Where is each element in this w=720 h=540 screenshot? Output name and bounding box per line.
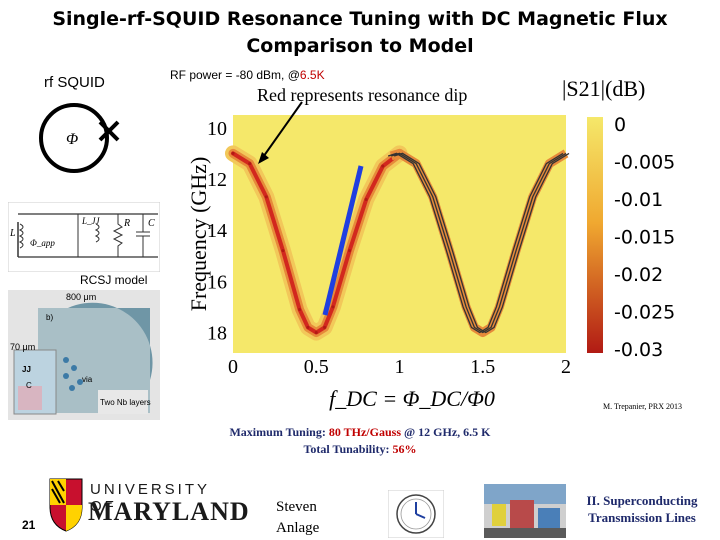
- umd-logo: UNIVERSITY OF MARYLAND: [48, 475, 249, 535]
- university-of: UNIVERSITY OF: [90, 481, 210, 515]
- y-axis-label: Frequency (GHz): [186, 157, 211, 312]
- model-line-1: [387, 152, 564, 334]
- x-tick-label: 0.5: [304, 356, 329, 378]
- data-series-group: [225, 145, 570, 341]
- total-tunability-prefix: Total Tunability:: [303, 442, 393, 456]
- circuit-label-c: C: [148, 218, 155, 229]
- section-line1: II. Superconducting: [586, 493, 698, 508]
- colorbar-tick-label: -0.015: [614, 227, 675, 249]
- colorbar-tick-group: 0 -0.005 -0.01 -0.015 -0.02 -0.025 -0.03: [614, 114, 675, 361]
- colorbar-tick-label: -0.005: [614, 152, 675, 174]
- layout-label-via: via: [82, 375, 93, 384]
- university-name: MARYLAND: [88, 497, 250, 526]
- summary-block: Maximum Tuning: 80 THz/Gauss @ 12 GHz, 6…: [0, 424, 720, 458]
- colorbar-title: |S21|(dB): [562, 76, 645, 101]
- page-number: 21: [22, 518, 36, 532]
- clock-logo-icon: [388, 490, 444, 538]
- circuit-label-l: L: [9, 228, 16, 239]
- slide-title-line2: Comparison to Model: [246, 35, 474, 57]
- chart-svg: 18 16 14 12 10 0 0.5 1 1.5 2 Frequency (GHz) f_DC…: [186, 76, 682, 411]
- author-block: Steven Anlage: [276, 497, 319, 539]
- y-tick-label: 10: [207, 118, 227, 140]
- resonance-dip-point: [381, 164, 385, 168]
- phi-symbol: Φ: [66, 131, 78, 148]
- colorbar: [587, 117, 603, 353]
- resonance-dip-point: [231, 151, 235, 155]
- resonance-dip-point: [264, 195, 268, 199]
- author-first: Steven: [276, 499, 317, 515]
- rf-squid-label: rf SQUID: [44, 74, 105, 91]
- x-tick-label: 1.5: [470, 356, 495, 378]
- model-line-3: [393, 152, 570, 334]
- umd-shield-icon: [49, 478, 83, 532]
- resonance-dip-point: [314, 331, 318, 335]
- junction-cross-b: [98, 120, 120, 142]
- total-tunability-value: 56%: [392, 442, 417, 456]
- resonance-dip-point: [281, 249, 285, 253]
- colorbar-tick-label: -0.02: [614, 264, 663, 286]
- colorbar-tick-label: 0: [614, 114, 626, 136]
- x-tick-label: 0: [228, 356, 238, 378]
- y-tick-label: 18: [207, 323, 227, 345]
- citation: M. Trepanier, PRX 2013: [603, 402, 682, 411]
- author-last: Anlage: [276, 520, 320, 536]
- blue-tuning-line: [322, 165, 364, 316]
- circuit-label-ljj: L_JJ: [81, 216, 101, 226]
- model-line-2: [390, 152, 567, 334]
- resonance-dip-point: [348, 249, 352, 253]
- resonance-dip-point: [323, 325, 327, 329]
- resonance-dip-point: [306, 325, 310, 329]
- resonance-dip-point: [364, 197, 368, 201]
- layout-dim-800: 800 μm: [66, 292, 96, 302]
- resonance-dip-point: [331, 305, 335, 309]
- rcsj-circuit-diagram: L L_JJ R C Φ_app: [8, 202, 160, 272]
- max-tuning-prefix: Maximum Tuning:: [229, 425, 329, 439]
- rf-power-label: RF power = -80 dBm, @6.5K: [170, 68, 325, 82]
- slide-title: Single-rf-SQUID Resonance Tuning with DC…: [0, 6, 720, 60]
- max-tuning-line: Maximum Tuning: 80 THz/Gauss @ 12 GHz, 6…: [0, 424, 720, 441]
- y-tick-label: 14: [207, 220, 227, 242]
- colorbar-tick-label: -0.01: [614, 189, 663, 211]
- layout-label-nb: Two Nb layers: [100, 398, 151, 407]
- section-line2: Transmission Lines: [588, 510, 696, 525]
- layout-label-c: C: [26, 381, 32, 390]
- layout-dim-70: 70 μm: [10, 342, 35, 352]
- squid-loop: [39, 103, 109, 173]
- layout-label-b: b): [46, 313, 53, 322]
- total-tunability-line: Total Tunability: 56%: [0, 441, 720, 458]
- x-tick-label: 1: [395, 356, 405, 378]
- x-tick-label: 2: [561, 356, 571, 378]
- resonance-dip-point: [248, 162, 252, 166]
- y-tick-label: 16: [207, 271, 227, 293]
- max-tuning-value: 80 THz/Gauss: [328, 425, 401, 439]
- layout-label-jj: JJ: [22, 365, 31, 374]
- device-layout-image: 800 μm b) 70 μm JJ C via Two Nb layers: [8, 290, 160, 420]
- circuit-label-phiapp: Φ_app: [30, 238, 55, 248]
- resonance-dip-point: [298, 307, 302, 311]
- slide-title-line1: Single-rf-SQUID Resonance Tuning with DC…: [52, 8, 668, 30]
- x-axis-label: f_DC = Φ_DC/Φ0: [329, 386, 495, 411]
- axis-tick-group: 18 16 14 12 10 0 0.5 1 1.5 2: [207, 118, 571, 378]
- circuit-label-r: R: [123, 218, 130, 229]
- y-tick-label: 12: [207, 169, 227, 191]
- annotation-arrow-head: [258, 152, 269, 164]
- colorbar-tick-label: -0.03: [614, 339, 663, 361]
- annotation-arrow-line: [260, 101, 303, 161]
- rcsj-label: RCSJ model: [80, 273, 148, 287]
- section-label: II. Superconducting Transmission Lines: [572, 492, 712, 526]
- colorbar-tick-label: -0.025: [614, 302, 675, 324]
- rf-squid-diagram: Φ: [39, 103, 120, 173]
- rf-power-temp: 6.5K: [299, 68, 325, 82]
- resonance-annotation: Red represents resonance dip: [257, 85, 468, 105]
- rf-power-prefix: RF power = -80 dBm, @: [170, 68, 300, 82]
- train-collage-image: [484, 484, 566, 538]
- max-tuning-suffix: @ 12 GHz, 6.5 K: [401, 425, 491, 439]
